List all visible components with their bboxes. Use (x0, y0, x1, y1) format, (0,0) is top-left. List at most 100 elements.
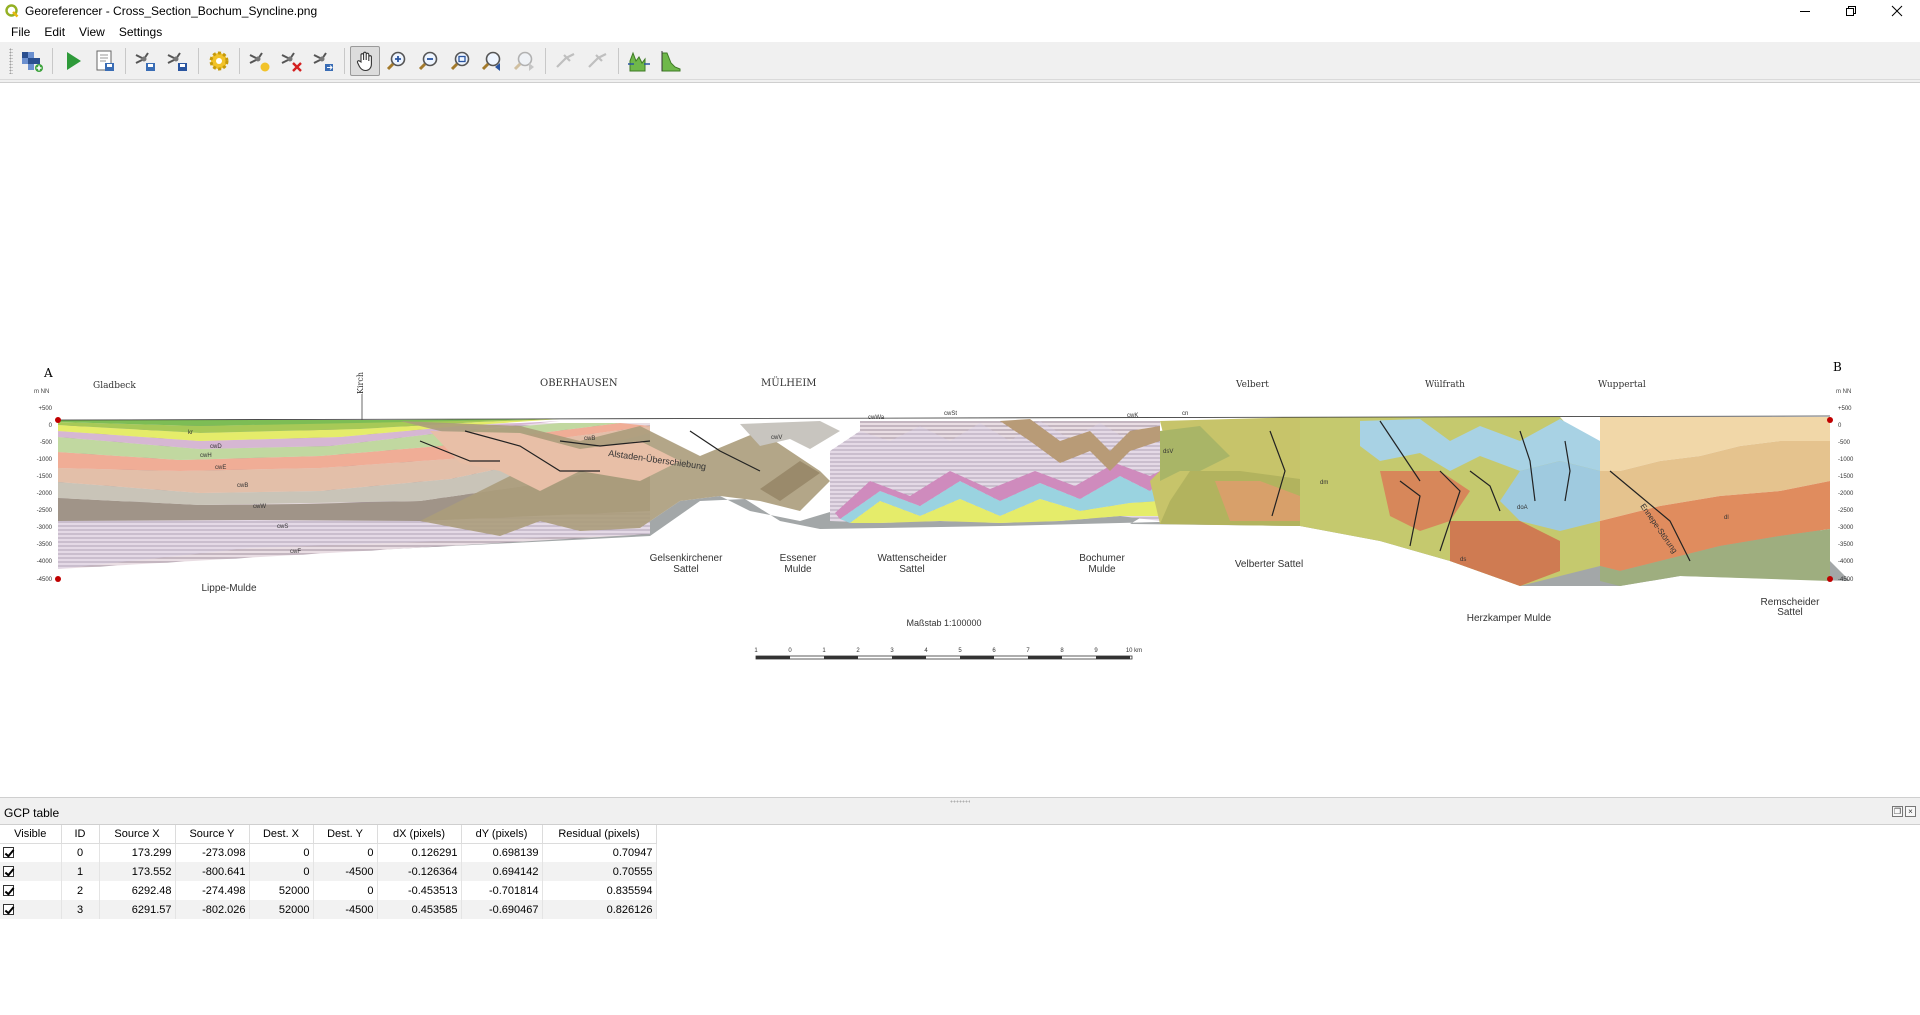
restore-button[interactable] (1828, 0, 1874, 22)
visible-cell[interactable] (0, 900, 62, 919)
label-kirch: Kirch (356, 372, 365, 394)
left-axis-tick: -4000 (37, 559, 53, 565)
column-header-source-y[interactable]: Source Y (175, 825, 250, 844)
toolbar-separator (545, 47, 546, 74)
cross-section-image: A B m NN m NN Gladbeck Kirch OBERHAUSEN … (34, 360, 1854, 660)
zoom-out-button[interactable] (414, 46, 444, 76)
scale-tick: 9 (1094, 648, 1098, 654)
dest-x-cell[interactable]: 0 (249, 862, 314, 881)
right-axis-tick: -3000 (1838, 525, 1854, 531)
source-x-cell[interactable]: 173.299 (99, 843, 176, 862)
close-dock-button[interactable]: × (1905, 806, 1916, 817)
toolbar-grip[interactable] (9, 47, 13, 74)
unit-label: cwWa (868, 415, 885, 421)
close-button[interactable] (1874, 0, 1920, 22)
menu-view[interactable]: View (79, 25, 105, 39)
source-x-cell[interactable]: 173.552 (99, 862, 176, 881)
visible-checkbox[interactable] (3, 847, 14, 859)
link-qgis-to-georeferencer-button[interactable] (583, 46, 613, 76)
open-raster-button[interactable] (17, 46, 47, 76)
full-histogram-stretch-button[interactable] (624, 46, 654, 76)
local-histogram-stretch-button[interactable] (656, 46, 686, 76)
start-georeferencing-button[interactable] (58, 46, 88, 76)
scale-tick: 10 km (1126, 648, 1142, 654)
source-y-cell[interactable]: -274.498 (175, 881, 250, 900)
right-axis-tick: -3500 (1838, 542, 1854, 548)
add-point-button[interactable] (245, 46, 275, 76)
unit-label: cwF (290, 549, 301, 555)
gcp-marker[interactable] (1827, 417, 1833, 423)
dest-x-cell[interactable]: 52000 (249, 900, 314, 919)
source-y-cell[interactable]: -802.026 (175, 900, 250, 919)
unit-label: cwD (210, 444, 222, 450)
transformation-settings-icon (209, 51, 229, 70)
left-axis-tick: +500 (38, 406, 52, 412)
id-cell: 3 (61, 900, 100, 919)
column-header-source-x[interactable]: Source X (99, 825, 176, 844)
visible-checkbox[interactable] (3, 885, 14, 897)
pan-button[interactable] (350, 45, 380, 76)
zoom-last-button[interactable] (478, 46, 508, 76)
transformation-settings-button[interactable] (204, 46, 234, 76)
load-gcp-points-icon (135, 51, 155, 71)
menu-file[interactable]: File (11, 25, 31, 39)
delete-point-button[interactable] (277, 46, 307, 76)
link-georeferencer-to-qgis-icon (556, 52, 575, 68)
column-header-dy[interactable]: dY (pixels) (461, 825, 543, 844)
gcp-marker[interactable] (55, 576, 61, 582)
right-axis-tick: -2500 (1838, 508, 1854, 514)
move-gcp-point-button[interactable] (309, 46, 339, 76)
unit-label: cwV (771, 435, 782, 441)
unit-label: cwB (237, 483, 248, 489)
dx-cell: 0.453585 (377, 900, 462, 919)
visible-checkbox[interactable] (3, 866, 14, 878)
zoom-in-button[interactable] (382, 46, 412, 76)
column-header-dest-x[interactable]: Dest. X (249, 825, 314, 844)
dest-x-cell[interactable]: 0 (249, 843, 314, 862)
menu-edit[interactable]: Edit (44, 25, 66, 39)
dest-y-cell[interactable]: -4500 (313, 862, 378, 881)
dest-y-cell[interactable]: 0 (313, 843, 378, 862)
label-wattenscheider-sattel-2: Sattel (899, 564, 925, 575)
dest-y-cell[interactable]: -4500 (313, 900, 378, 919)
visible-cell[interactable] (0, 862, 62, 881)
id-cell: 1 (61, 862, 100, 881)
column-header-dx[interactable]: dX (pixels) (377, 825, 462, 844)
table-row[interactable]: 3 6291.57 -802.026 52000 -4500 0.453585 … (0, 900, 657, 919)
column-header-residual[interactable]: Residual (pixels) (542, 825, 657, 844)
label-wuppertal: Wuppertal (1598, 380, 1646, 390)
qgis-logo-icon (5, 4, 19, 18)
zoom-to-layer-button[interactable] (446, 46, 476, 76)
table-row[interactable]: 2 6292.48 -274.498 52000 0 -0.453513 -0.… (0, 881, 657, 900)
dest-y-cell[interactable]: 0 (313, 881, 378, 900)
float-dock-button[interactable]: ❐ (1892, 806, 1903, 817)
save-gcp-points-icon (167, 51, 187, 71)
visible-cell[interactable] (0, 881, 62, 900)
table-row[interactable]: 0 173.299 -273.098 0 0 0.126291 0.698139… (0, 843, 657, 862)
visible-cell[interactable] (0, 843, 62, 862)
visible-checkbox[interactable] (3, 904, 14, 916)
label-gelsenkirchener-sattel-2: Sattel (673, 564, 699, 575)
gcp-marker[interactable] (55, 417, 61, 423)
column-header-visible[interactable]: Visible (0, 825, 62, 844)
dock-splitter[interactable] (0, 798, 1920, 805)
source-y-cell[interactable]: -800.641 (175, 862, 250, 881)
toolbar-separator (239, 47, 240, 74)
save-gcp-points-button[interactable] (163, 46, 193, 76)
dest-x-cell[interactable]: 52000 (249, 881, 314, 900)
source-y-cell[interactable]: -273.098 (175, 843, 250, 862)
minimize-button[interactable] (1782, 0, 1828, 22)
dy-cell: -0.701814 (461, 881, 543, 900)
zoom-next-button[interactable] (510, 46, 540, 76)
menu-settings[interactable]: Settings (118, 25, 163, 39)
column-header-id[interactable]: ID (61, 825, 100, 844)
generate-gdal-script-button[interactable] (90, 46, 120, 76)
link-georeferencer-to-qgis-button[interactable] (551, 46, 581, 76)
georeferencer-canvas[interactable]: A B m NN m NN Gladbeck Kirch OBERHAUSEN … (0, 82, 1920, 798)
source-x-cell[interactable]: 6292.48 (99, 881, 176, 900)
gcp-marker[interactable] (1827, 576, 1833, 582)
column-header-dest-y[interactable]: Dest. Y (313, 825, 378, 844)
source-x-cell[interactable]: 6291.57 (99, 900, 176, 919)
table-row[interactable]: 1 173.552 -800.641 0 -4500 -0.126364 0.6… (0, 862, 657, 881)
load-gcp-points-button[interactable] (131, 46, 161, 76)
